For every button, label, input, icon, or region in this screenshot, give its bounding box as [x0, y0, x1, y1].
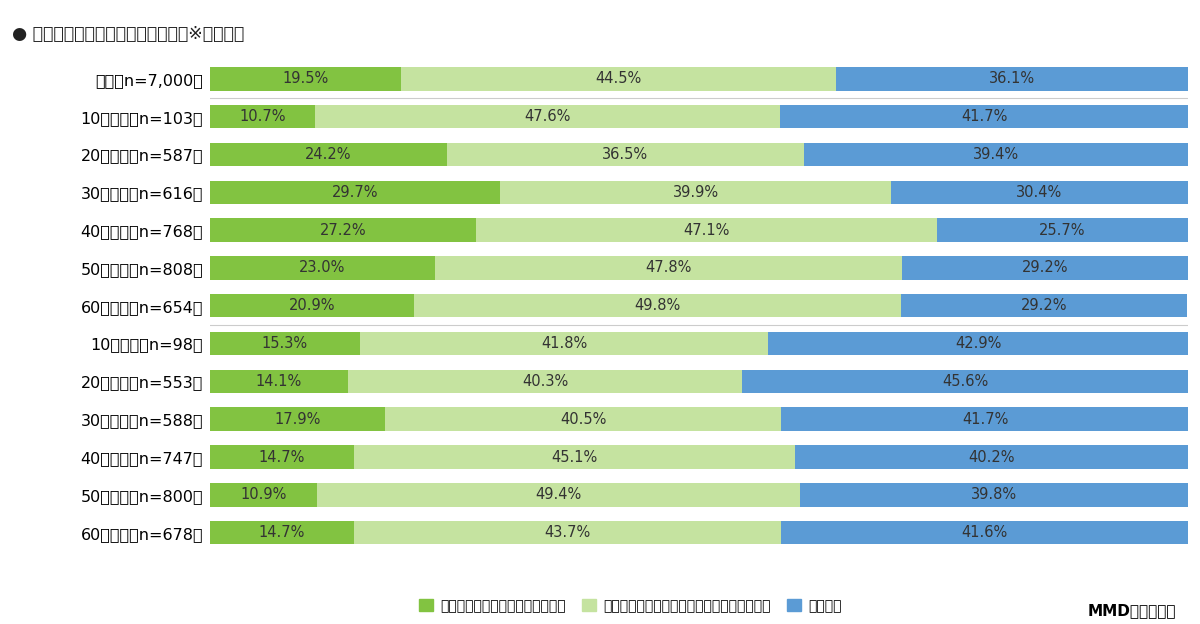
- Bar: [317, 483, 799, 507]
- Text: 15.3%: 15.3%: [262, 336, 308, 351]
- Bar: [210, 294, 414, 318]
- Bar: [354, 521, 781, 544]
- Text: 41.8%: 41.8%: [541, 336, 587, 351]
- Text: 45.1%: 45.1%: [551, 449, 598, 464]
- Text: 30.4%: 30.4%: [1016, 185, 1062, 200]
- Bar: [414, 294, 901, 318]
- Bar: [210, 256, 434, 280]
- Text: 20.9%: 20.9%: [289, 298, 336, 313]
- Bar: [901, 294, 1187, 318]
- Bar: [210, 218, 476, 242]
- Text: 14.7%: 14.7%: [259, 525, 305, 540]
- Text: 44.5%: 44.5%: [595, 71, 642, 86]
- Text: 39.8%: 39.8%: [971, 487, 1018, 502]
- Legend: 知っており、内容を理解している, 聞いたことがあるが、内容は理解していない, 知らない: 知っており、内容を理解している, 聞いたことがあるが、内容は理解していない, 知…: [414, 593, 847, 618]
- Bar: [434, 256, 902, 280]
- Bar: [385, 407, 781, 431]
- Bar: [476, 218, 937, 242]
- Bar: [210, 407, 385, 431]
- Text: 29.2%: 29.2%: [1022, 260, 1068, 275]
- Text: 47.6%: 47.6%: [524, 109, 570, 124]
- Text: 29.2%: 29.2%: [1021, 298, 1068, 313]
- Bar: [742, 369, 1188, 393]
- Bar: [500, 180, 890, 204]
- Bar: [348, 369, 742, 393]
- Text: 39.4%: 39.4%: [973, 147, 1019, 162]
- Bar: [210, 105, 314, 129]
- Text: 17.9%: 17.9%: [275, 412, 320, 427]
- Bar: [210, 67, 401, 90]
- Bar: [902, 256, 1188, 280]
- Text: ● 給与デジタル払いの認知（単数）※性年代別: ● 給与デジタル払いの認知（単数）※性年代別: [12, 25, 245, 43]
- Text: 41.7%: 41.7%: [962, 412, 1008, 427]
- Bar: [210, 483, 317, 507]
- Bar: [781, 407, 1189, 431]
- Bar: [890, 180, 1188, 204]
- Text: 14.1%: 14.1%: [256, 374, 302, 389]
- Text: 10.7%: 10.7%: [239, 109, 286, 124]
- Text: 49.8%: 49.8%: [635, 298, 682, 313]
- Bar: [314, 105, 780, 129]
- Bar: [937, 218, 1188, 242]
- Bar: [804, 143, 1189, 166]
- Text: 29.7%: 29.7%: [332, 185, 378, 200]
- Text: 47.8%: 47.8%: [646, 260, 692, 275]
- Text: 45.6%: 45.6%: [942, 374, 988, 389]
- Bar: [210, 446, 354, 469]
- Text: 23.0%: 23.0%: [299, 260, 346, 275]
- Text: 10.9%: 10.9%: [240, 487, 287, 502]
- Bar: [210, 521, 354, 544]
- Text: 40.2%: 40.2%: [968, 449, 1015, 464]
- Text: 27.2%: 27.2%: [319, 223, 366, 238]
- Bar: [360, 332, 768, 355]
- Text: 14.7%: 14.7%: [259, 449, 305, 464]
- Text: 40.3%: 40.3%: [522, 374, 568, 389]
- Text: 40.5%: 40.5%: [560, 412, 606, 427]
- Bar: [768, 332, 1188, 355]
- Text: 49.4%: 49.4%: [535, 487, 581, 502]
- Text: 43.7%: 43.7%: [545, 525, 590, 540]
- Text: 39.9%: 39.9%: [672, 185, 719, 200]
- Bar: [799, 483, 1189, 507]
- Text: 41.7%: 41.7%: [961, 109, 1007, 124]
- Text: 24.2%: 24.2%: [305, 147, 352, 162]
- Bar: [354, 446, 794, 469]
- Bar: [210, 143, 446, 166]
- Text: 25.7%: 25.7%: [1039, 223, 1086, 238]
- Bar: [401, 67, 836, 90]
- Text: 36.1%: 36.1%: [989, 71, 1036, 86]
- Bar: [794, 446, 1188, 469]
- Bar: [781, 521, 1188, 544]
- Bar: [780, 105, 1188, 129]
- Text: 42.9%: 42.9%: [955, 336, 1002, 351]
- Text: 19.5%: 19.5%: [282, 71, 329, 86]
- Bar: [210, 369, 348, 393]
- Text: 36.5%: 36.5%: [602, 147, 648, 162]
- Text: MMD研究所調べ: MMD研究所調べ: [1087, 603, 1176, 618]
- Bar: [210, 332, 360, 355]
- Bar: [446, 143, 804, 166]
- Text: 47.1%: 47.1%: [683, 223, 730, 238]
- Bar: [836, 67, 1189, 90]
- Bar: [210, 180, 500, 204]
- Text: 41.6%: 41.6%: [961, 525, 1008, 540]
